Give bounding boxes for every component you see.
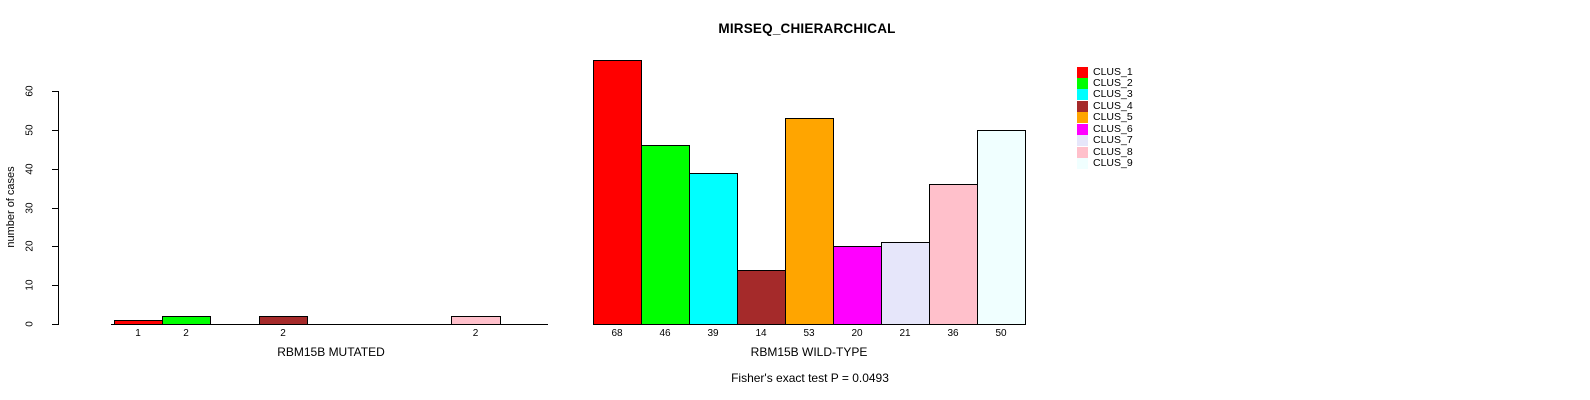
legend-label-clus_9: CLUS_9 [1093, 157, 1133, 169]
bar-clus_8 [451, 316, 501, 325]
legend-swatch-clus_8 [1077, 147, 1088, 158]
y-tick-label: 10 [24, 279, 36, 291]
bar-value-label: 36 [947, 328, 959, 339]
bar-clus_2 [162, 316, 211, 325]
bar-clus_2 [641, 145, 690, 325]
chart-title: MIRSEQ_CHIERARCHICAL [718, 21, 896, 36]
legend-swatch-clus_5 [1077, 112, 1088, 123]
bar-clus_1 [593, 60, 642, 325]
bar-value-label: 53 [803, 328, 815, 339]
legend-label-clus_5: CLUS_5 [1093, 111, 1133, 123]
legend-label-clus_1: CLUS_1 [1093, 66, 1133, 78]
legend-label-clus_4: CLUS_4 [1093, 100, 1133, 112]
fisher-test-annotation: Fisher's exact test P = 0.0493 [731, 371, 889, 385]
legend-label-clus_7: CLUS_7 [1093, 134, 1133, 146]
bar-clus_4 [737, 270, 786, 325]
bar-value-label: 2 [280, 328, 286, 339]
bar-value-label: 2 [472, 328, 479, 339]
y-tick-label: 20 [24, 240, 36, 252]
y-tick-label: 30 [24, 202, 36, 214]
y-tick [52, 91, 58, 92]
y-tick [52, 169, 58, 170]
bar-value-label: 14 [755, 328, 767, 339]
legend-label-clus_2: CLUS_2 [1093, 77, 1133, 89]
legend-swatch-clus_1 [1077, 67, 1088, 78]
bar-value-label: 21 [899, 328, 911, 339]
y-tick-label: 0 [24, 321, 36, 327]
bar-clus_3 [689, 173, 738, 325]
bar-value-label: 20 [851, 328, 863, 339]
y-tick-label: 50 [24, 124, 36, 136]
bar-clus_9 [977, 130, 1026, 325]
bar-clus_1 [114, 320, 163, 325]
bar-clus_5 [785, 118, 834, 325]
bar-clus_4 [259, 316, 308, 325]
bar-value-label: 46 [659, 328, 671, 339]
bar-value-label: 68 [611, 328, 623, 339]
bar-value-label: 2 [183, 328, 189, 339]
y-axis-line [58, 91, 59, 325]
y-tick-label: 40 [24, 163, 36, 175]
y-tick [52, 130, 58, 131]
legend-swatch-clus_3 [1077, 89, 1088, 100]
legend-label-clus_6: CLUS_6 [1093, 123, 1133, 135]
y-tick [52, 246, 58, 247]
y-tick [52, 324, 58, 325]
legend-swatch-clus_7 [1077, 135, 1088, 146]
legend-swatch-clus_9 [1077, 158, 1088, 169]
bar-clus_7 [881, 242, 930, 325]
y-tick-label: 60 [24, 85, 36, 97]
x-axis-label-wildtype: RBM15B WILD-TYPE [750, 345, 868, 359]
bar-value-label: 1 [135, 328, 141, 339]
legend-label-clus_3: CLUS_3 [1093, 88, 1133, 100]
bar-value-label: 39 [707, 328, 719, 339]
y-tick [52, 285, 58, 286]
x-axis-label-mutated: RBM15B MUTATED [277, 345, 385, 359]
legend-swatch-clus_4 [1077, 101, 1088, 112]
bar-clus_6 [833, 246, 882, 325]
bar-value-label: 50 [995, 328, 1007, 339]
legend-swatch-clus_6 [1077, 124, 1088, 135]
y-tick [52, 208, 58, 209]
bar-clus_8 [929, 184, 978, 325]
legend-label-clus_8: CLUS_8 [1093, 146, 1133, 158]
x-axis-baseline-mutated [111, 324, 548, 325]
legend-swatch-clus_2 [1077, 78, 1088, 89]
